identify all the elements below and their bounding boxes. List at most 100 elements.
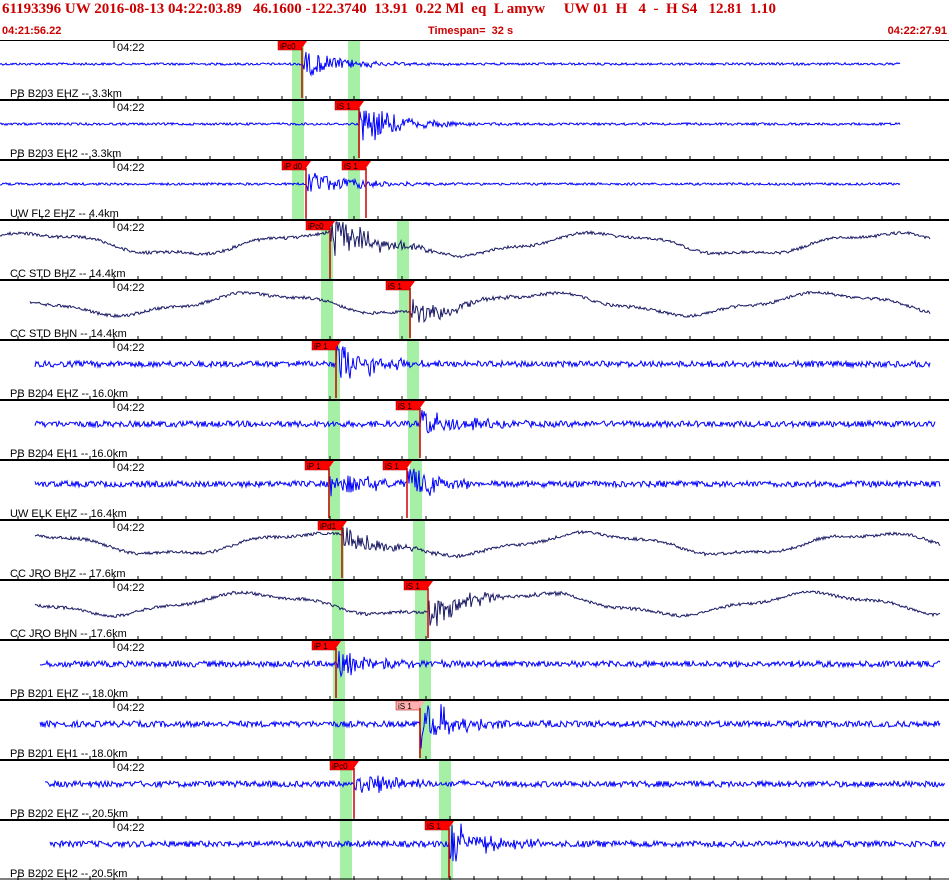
p-window-band [340, 820, 352, 880]
trace-panel[interactable]: 04:22 UW FL2 EHZ -- 4.4km iP d0 iS 1 [0, 159, 949, 220]
pick-label: iPc0 [280, 42, 296, 51]
trace-time-label: 04:22 [117, 402, 145, 414]
waveform-trace [34, 410, 936, 434]
pick-flag-arrow [419, 401, 425, 408]
phase-pick-marker[interactable]: iS 1 [424, 820, 454, 878]
timespan-label: Timespan= 32 s [428, 25, 514, 37]
pick-flag-arrow [301, 41, 307, 48]
phase-pick-marker[interactable]: iS 1 [385, 280, 415, 338]
phase-pick-marker[interactable]: iPd1 [317, 520, 347, 578]
pick-label: iP 1 [314, 342, 328, 351]
trace-time-label: 04:22 [117, 42, 145, 54]
station-label: CC JRO BHN -- 17.6km [10, 628, 127, 640]
pick-flag-arrow [353, 761, 359, 768]
p-window-band [292, 100, 304, 160]
phase-pick-marker[interactable]: iPc0 [329, 760, 359, 818]
s-window-band [408, 400, 420, 460]
pick-flag-arrow [341, 521, 347, 528]
s-window-band [441, 820, 453, 880]
waveform-trace [0, 221, 931, 259]
trace-time-label: 04:22 [117, 102, 145, 114]
phase-pick-marker[interactable]: iP 1 [311, 640, 341, 698]
station-label: CC STD BHZ -- 14.4km [10, 268, 126, 280]
phase-pick-marker[interactable]: iS 1 [341, 160, 371, 218]
p-window-band [340, 760, 352, 820]
phase-pick-marker[interactable]: iPc0 [305, 220, 335, 278]
trace-panel[interactable]: 04:22 CC JRO BHN -- 17.6km iS 1 [0, 579, 949, 640]
p-window-band [328, 400, 340, 460]
waveform-trace [29, 290, 931, 323]
p-window-band [328, 340, 340, 400]
phase-pick-marker[interactable]: iS 1 [395, 700, 425, 758]
p-window-band [292, 40, 304, 100]
waveform-trace [34, 341, 931, 379]
p-window-band [292, 160, 304, 220]
trace-time-label: 04:22 [117, 342, 145, 354]
p-window-band [321, 280, 333, 340]
s-window-band [348, 100, 360, 160]
trace-panel[interactable]: 04:22 PB B202 EHZ -- 20.5km iPc0 [0, 759, 949, 820]
pick-flag-arrow [409, 281, 415, 288]
station-label: UW ELK EHZ -- 16.4km [10, 508, 127, 520]
trace-panel[interactable]: 04:22 PB B204 EH1 -- 16.0km iS 1 [0, 399, 949, 460]
station-label: PB B204 EHZ -- 16.0km [10, 388, 128, 400]
pick-flag-arrow [335, 641, 341, 648]
s-window-band [419, 700, 431, 760]
s-window-band [348, 40, 360, 100]
trace-time-label: 04:22 [117, 162, 145, 174]
phase-pick-marker[interactable]: iP d0 [281, 160, 311, 218]
pick-flag-arrow [328, 461, 334, 468]
waveform-trace [39, 651, 941, 678]
s-window-band [439, 760, 451, 820]
trace-time-label: 04:22 [117, 642, 145, 654]
phase-pick-marker[interactable]: iS 1 [395, 400, 425, 458]
pick-label: iS 1 [398, 702, 412, 711]
station-label: PB B204 EH1 -- 16.0km [10, 448, 127, 460]
phase-pick-marker[interactable]: iP 1 [311, 340, 341, 398]
waveform-trace [34, 527, 941, 559]
end-time-label: 04:22:27.91 [887, 25, 947, 37]
waveform-trace [0, 172, 901, 192]
pick-flag-arrow [448, 821, 454, 828]
pick-label: iS 1 [337, 102, 351, 111]
station-label: PB B203 EH2 -- 3.3km [10, 148, 121, 160]
station-label: PB B201 EHZ -- 18.0km [10, 688, 128, 700]
pick-flag-arrow [335, 341, 341, 348]
trace-panel[interactable]: 04:22 PB B203 EH2 -- 3.3km iS 1 [0, 99, 949, 160]
trace-panel[interactable]: 04:22 UW ELK EHZ -- 16.4km iP 1 iS 1 [0, 459, 949, 520]
trace-time-label: 04:22 [117, 462, 145, 474]
s-window-band [399, 280, 411, 340]
pick-label: iS 1 [398, 402, 412, 411]
pick-label: iS 1 [427, 822, 441, 831]
station-label: CC STD BHN -- 14.4km [10, 328, 127, 340]
phase-pick-marker[interactable]: iS 1 [382, 460, 412, 518]
phase-pick-marker[interactable]: iPc0 [277, 40, 307, 98]
pick-label: iP 1 [314, 642, 328, 651]
station-label: CC JRO BHZ -- 17.6km [10, 568, 126, 580]
station-label: PB B202 EH2 -- 20.5km [10, 868, 127, 880]
pick-label: iPd1 [320, 522, 337, 531]
trace-panel[interactable]: 04:22 CC STD BHN -- 14.4km iS 1 [0, 279, 949, 340]
p-window-band [332, 580, 344, 640]
phase-pick-marker[interactable]: iS 1 [403, 580, 433, 638]
trace-time-label: 04:22 [117, 702, 145, 714]
waveform-trace [49, 823, 946, 862]
trace-panel[interactable]: 04:22 CC JRO BHZ -- 17.6km iPd1 [0, 519, 949, 580]
pick-flag-arrow [406, 461, 412, 468]
trace-panel[interactable]: 04:22 PB B204 EHZ -- 16.0km iP 1 [0, 339, 949, 400]
pick-label: iS 1 [388, 282, 402, 291]
trace-panel[interactable]: 04:22 PB B203 EHZ -- 3.3km iPc0 [0, 40, 949, 100]
trace-panel[interactable]: 04:22 CC STD BHZ -- 14.4km iPc0 [0, 219, 949, 280]
pick-label: iP 1 [307, 462, 321, 471]
station-label: UW FL2 EHZ -- 4.4km [10, 208, 119, 220]
trace-panel[interactable]: 04:22 PB B201 EHZ -- 18.0km iP 1 [0, 639, 949, 700]
seismogram-panels[interactable]: 04:22 PB B203 EHZ -- 3.3km iPc0 04:22 PB B20… [0, 40, 949, 880]
waveform-trace [34, 590, 941, 627]
phase-pick-marker[interactable]: iP 1 [304, 460, 334, 518]
s-window-band [415, 580, 427, 640]
trace-panel[interactable]: 04:22 PB B202 EH2 -- 20.5km iS 1 [0, 819, 949, 880]
trace-panel[interactable]: 04:22 PB B201 EH1 -- 18.0km iS 1 [0, 699, 949, 760]
phase-pick-marker[interactable]: iS 1 [334, 100, 364, 158]
event-summary-title: 61193396 UW 2016-08-13 04:22:03.89 46.16… [2, 1, 777, 17]
station-label: PB B201 EH1 -- 18.0km [10, 748, 127, 760]
